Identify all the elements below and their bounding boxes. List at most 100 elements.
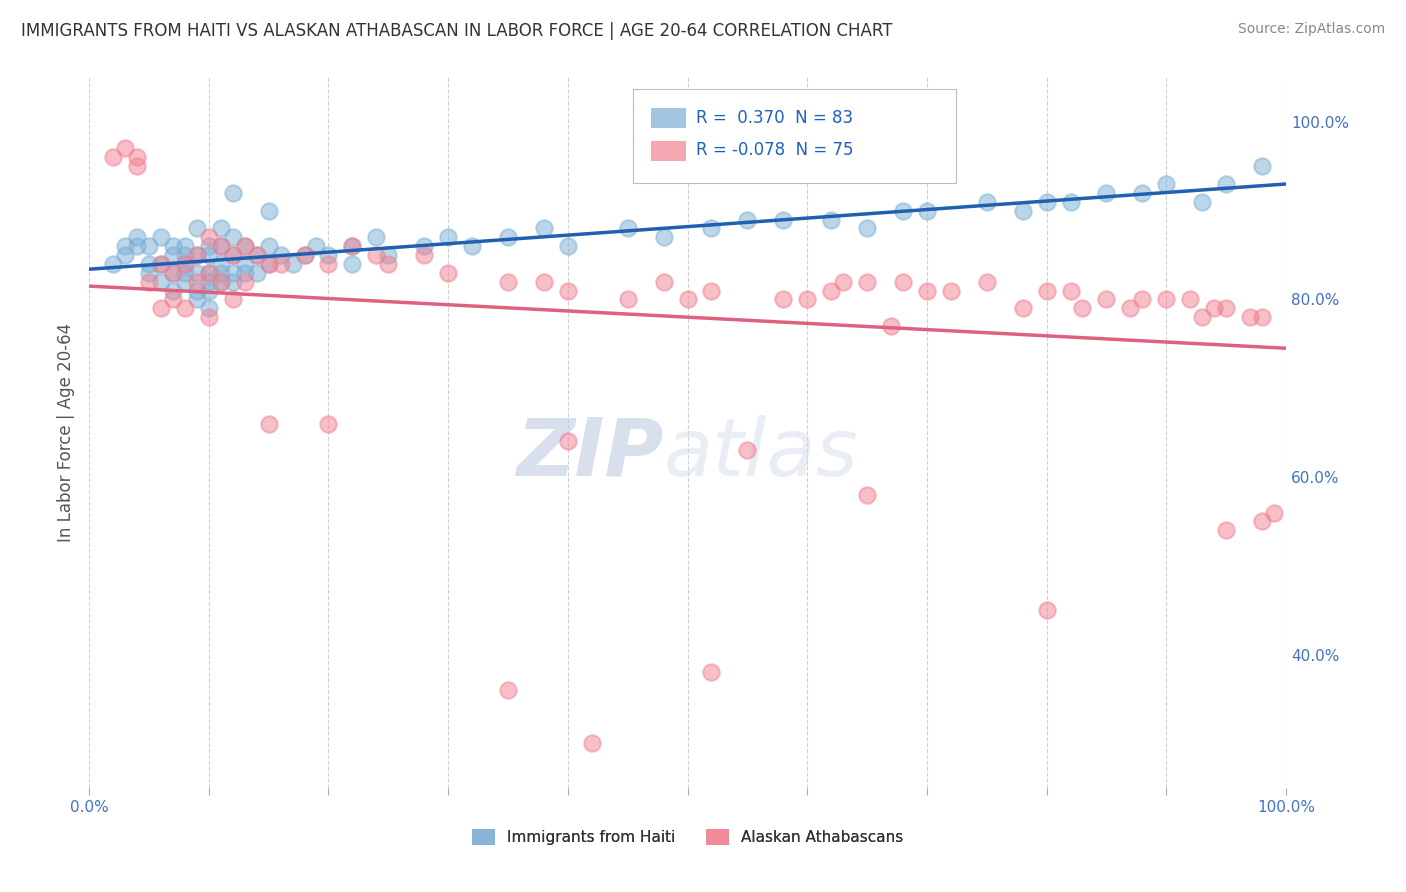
Point: [257, 417, 280, 431]
Point: [257, 257, 280, 271]
Point: [197, 266, 219, 280]
Point: [125, 150, 148, 164]
Point: [138, 266, 160, 280]
Point: [173, 239, 195, 253]
Point: [461, 239, 484, 253]
Point: [186, 248, 208, 262]
Point: [737, 212, 759, 227]
Point: [1095, 293, 1118, 307]
Text: R = -0.078  N = 75: R = -0.078 N = 75: [696, 141, 853, 159]
Point: [222, 248, 245, 262]
Point: [832, 275, 855, 289]
Point: [281, 257, 304, 271]
Point: [939, 284, 962, 298]
Point: [186, 284, 208, 298]
Point: [138, 257, 160, 271]
Point: [1251, 515, 1274, 529]
Point: [1215, 177, 1237, 191]
Point: [209, 266, 232, 280]
Text: ZIP: ZIP: [516, 415, 664, 493]
Point: [557, 434, 579, 449]
Point: [173, 275, 195, 289]
Point: [209, 275, 232, 289]
Point: [197, 275, 219, 289]
Point: [318, 257, 340, 271]
Point: [246, 266, 269, 280]
Point: [1191, 310, 1213, 325]
Point: [114, 239, 136, 253]
Point: [222, 186, 245, 200]
Point: [162, 266, 184, 280]
Point: [342, 239, 364, 253]
Point: [737, 443, 759, 458]
Point: [138, 239, 160, 253]
Point: [149, 230, 172, 244]
Point: [197, 284, 219, 298]
Point: [270, 257, 292, 271]
Point: [700, 284, 723, 298]
Point: [209, 275, 232, 289]
Point: [616, 293, 638, 307]
Point: [162, 239, 184, 253]
Point: [149, 257, 172, 271]
Point: [1263, 506, 1285, 520]
Point: [1154, 293, 1177, 307]
Point: [209, 257, 232, 271]
Point: [197, 301, 219, 316]
Point: [270, 248, 292, 262]
Point: [222, 230, 245, 244]
Point: [377, 248, 399, 262]
Point: [1035, 284, 1057, 298]
Point: [233, 239, 256, 253]
Point: [233, 275, 256, 289]
Text: R =  0.370  N = 83: R = 0.370 N = 83: [696, 109, 853, 127]
Point: [209, 221, 232, 235]
Point: [197, 239, 219, 253]
Point: [377, 257, 399, 271]
Point: [820, 284, 842, 298]
Point: [976, 275, 998, 289]
Point: [125, 239, 148, 253]
Point: [162, 284, 184, 298]
Point: [257, 257, 280, 271]
Point: [186, 275, 208, 289]
Point: [114, 141, 136, 155]
Point: [915, 203, 938, 218]
Point: [700, 221, 723, 235]
Point: [1191, 194, 1213, 209]
Point: [856, 221, 879, 235]
Point: [186, 293, 208, 307]
Point: [1011, 301, 1033, 316]
Point: [533, 275, 555, 289]
Point: [125, 159, 148, 173]
Point: [976, 194, 998, 209]
Text: Source: ZipAtlas.com: Source: ZipAtlas.com: [1237, 22, 1385, 37]
Point: [1130, 186, 1153, 200]
Point: [186, 221, 208, 235]
Point: [1071, 301, 1094, 316]
Point: [125, 230, 148, 244]
Point: [856, 488, 879, 502]
Point: [233, 257, 256, 271]
Point: [652, 275, 675, 289]
Point: [186, 266, 208, 280]
Point: [496, 275, 519, 289]
Point: [496, 230, 519, 244]
Point: [197, 266, 219, 280]
Point: [222, 248, 245, 262]
Point: [209, 239, 232, 253]
Point: [173, 257, 195, 271]
Point: [557, 284, 579, 298]
Point: [1059, 284, 1081, 298]
Point: [246, 248, 269, 262]
Point: [257, 203, 280, 218]
Point: [197, 230, 219, 244]
Point: [772, 293, 794, 307]
Point: [856, 275, 879, 289]
Text: IMMIGRANTS FROM HAITI VS ALASKAN ATHABASCAN IN LABOR FORCE | AGE 20-64 CORRELATI: IMMIGRANTS FROM HAITI VS ALASKAN ATHABAS…: [21, 22, 893, 40]
Point: [581, 736, 603, 750]
Point: [437, 266, 460, 280]
Point: [246, 248, 269, 262]
Point: [114, 248, 136, 262]
Point: [173, 301, 195, 316]
